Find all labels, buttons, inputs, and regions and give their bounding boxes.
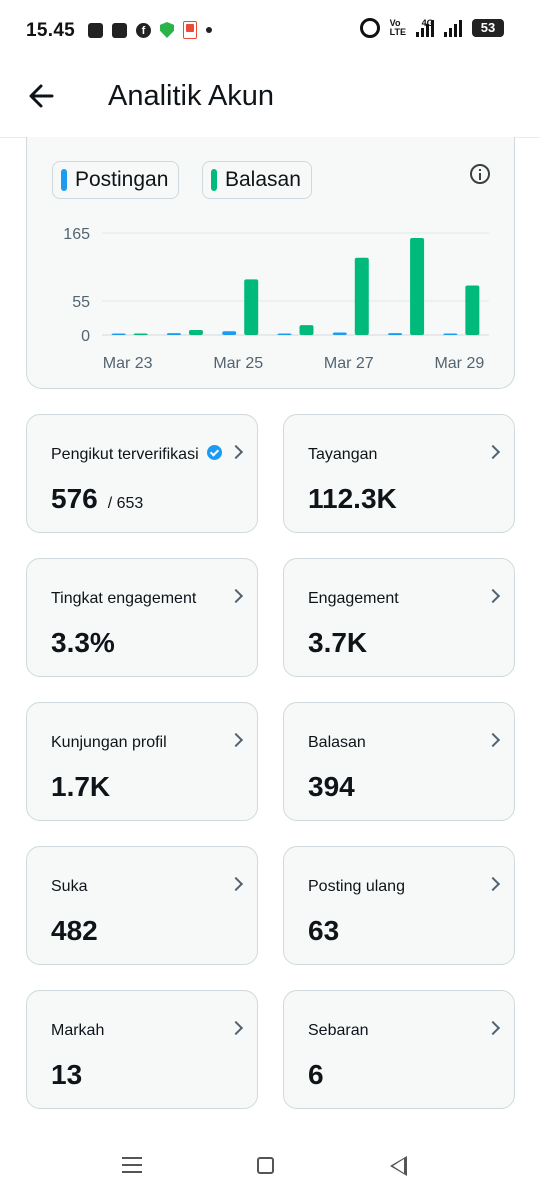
bar-posts xyxy=(166,333,181,335)
stat-value: 6 xyxy=(308,1059,324,1090)
system-back-icon[interactable] xyxy=(390,1156,407,1176)
chevron-right-icon xyxy=(485,588,501,604)
bar-posts xyxy=(222,331,237,335)
pay-app-icon xyxy=(183,21,197,39)
stat-value: 482 xyxy=(51,915,98,946)
stat-card-engagements[interactable]: Engagement 3.7K xyxy=(283,558,515,677)
verified-badge-icon xyxy=(207,445,222,460)
page-title: Analitik Akun xyxy=(108,80,275,112)
stat-label: Markah xyxy=(51,1022,105,1039)
chart-card: 0 55 165 Mar 23 Mar 25 Mar 27 Mar 29 Postingan… xyxy=(26,137,515,389)
system-indicators: Vo LTE 4G 53 xyxy=(359,18,504,38)
app-notification-icon xyxy=(88,22,103,38)
chevron-right-icon xyxy=(228,444,244,460)
arrow-left-icon xyxy=(29,84,54,108)
stat-card-impressions[interactable]: Tayangan 112.3K xyxy=(283,414,515,533)
info-icon[interactable] xyxy=(470,164,490,184)
bar-replies xyxy=(244,279,259,335)
facebook-icon: f xyxy=(136,22,151,38)
stat-card-likes[interactable]: Suka 482 xyxy=(26,846,258,965)
chevron-right-icon xyxy=(485,444,501,460)
stat-card-verified-followers[interactable]: Pengikut terverifikasi 576 / 653 xyxy=(26,414,258,533)
bar-replies xyxy=(188,330,203,335)
bar-posts xyxy=(332,332,347,335)
x-tick-label: Mar 27 xyxy=(324,355,374,372)
stat-value-total: / 653 xyxy=(107,495,144,512)
stat-label: Kunjungan profil xyxy=(51,734,167,751)
x-tick-label: Mar 25 xyxy=(213,355,263,372)
stat-value: 394 xyxy=(308,771,355,802)
home-icon[interactable] xyxy=(257,1157,274,1174)
stat-label: Suka xyxy=(51,878,88,895)
app-header: Analitik Akun xyxy=(0,62,540,138)
alarm-icon xyxy=(359,18,380,38)
y-tick-label: 55 xyxy=(72,294,90,311)
stat-value: 63 xyxy=(308,915,340,946)
stat-card-shares[interactable]: Sebaran 6 xyxy=(283,990,515,1109)
x-tick-label: Mar 23 xyxy=(103,355,153,372)
back-button[interactable] xyxy=(26,80,58,112)
legend-swatch-posts xyxy=(61,169,67,191)
bar-chart: 0 55 165 Mar 23 Mar 25 Mar 27 Mar 29 xyxy=(63,226,489,372)
chevron-right-icon xyxy=(485,876,501,892)
stat-label: Engagement xyxy=(308,590,399,607)
stat-value: 3.7K xyxy=(308,627,368,658)
stat-label: Balasan xyxy=(308,734,366,751)
legend-label-replies: Balasan xyxy=(225,168,301,191)
stat-label: Sebaran xyxy=(308,1022,369,1039)
bar-posts xyxy=(111,333,126,335)
stat-label: Tingkat engagement xyxy=(51,590,197,607)
chevron-right-icon xyxy=(228,1020,244,1036)
volte-label: Vo xyxy=(389,18,401,28)
stat-value: 112.3K xyxy=(308,483,397,514)
bar-posts xyxy=(277,333,292,335)
x-tick-label: Mar 29 xyxy=(434,355,484,372)
stat-card-bookmarks[interactable]: Markah 13 xyxy=(26,990,258,1109)
bar-posts xyxy=(443,333,458,335)
stat-card-reposts[interactable]: Posting ulang 63 xyxy=(283,846,515,965)
recent-apps-icon[interactable] xyxy=(122,1157,142,1173)
app-notification-icon xyxy=(112,22,127,38)
stat-value-number: 576 xyxy=(51,483,98,514)
stat-value: 1.7K xyxy=(51,771,111,802)
status-time: 15.45 xyxy=(26,20,76,41)
stat-card-replies[interactable]: Balasan 394 xyxy=(283,702,515,821)
signal-icon xyxy=(444,19,462,37)
status-bar: 15.45 f Vo LTE 4G 53 xyxy=(0,0,540,62)
volte-indicator: Vo LTE xyxy=(390,19,406,37)
stat-label: Pengikut terverifikasi xyxy=(51,446,199,463)
y-tick-label: 165 xyxy=(63,226,90,243)
bar-replies xyxy=(133,333,148,335)
legend-label-posts: Postingan xyxy=(75,168,169,191)
legend-swatch-replies xyxy=(211,169,217,191)
bar-replies xyxy=(410,237,425,335)
stat-value: 13 xyxy=(51,1059,83,1090)
signal-4g-icon xyxy=(416,19,434,37)
bar-replies xyxy=(465,285,480,335)
stat-label: Tayangan xyxy=(308,446,378,463)
chevron-right-icon xyxy=(228,732,244,748)
stat-value: 576 / 653 xyxy=(51,483,143,515)
legend-chip-posts[interactable]: Postingan xyxy=(52,161,180,199)
chevron-right-icon xyxy=(485,1020,501,1036)
y-tick-label: 0 xyxy=(81,328,90,345)
lte-label: LTE xyxy=(389,27,406,37)
bar-replies xyxy=(354,257,369,335)
chevron-right-icon xyxy=(228,876,244,892)
stat-label: Posting ulang xyxy=(308,878,405,895)
more-notifications-dot-icon xyxy=(206,27,212,33)
bar-posts xyxy=(388,333,403,335)
legend-chip-replies[interactable]: Balasan xyxy=(202,161,312,199)
network-type: 4G xyxy=(421,18,434,28)
bar-replies xyxy=(299,325,314,335)
battery-icon: 53 xyxy=(472,19,504,37)
notification-icons: f xyxy=(88,21,212,39)
stat-value: 3.3% xyxy=(51,627,115,658)
system-nav-bar xyxy=(0,1135,540,1199)
shield-icon xyxy=(160,22,174,38)
stat-card-engagement-rate[interactable]: Tingkat engagement 3.3% xyxy=(26,558,258,677)
chevron-right-icon xyxy=(485,732,501,748)
stat-card-profile-visits[interactable]: Kunjungan profil 1.7K xyxy=(26,702,258,821)
chevron-right-icon xyxy=(228,588,244,604)
